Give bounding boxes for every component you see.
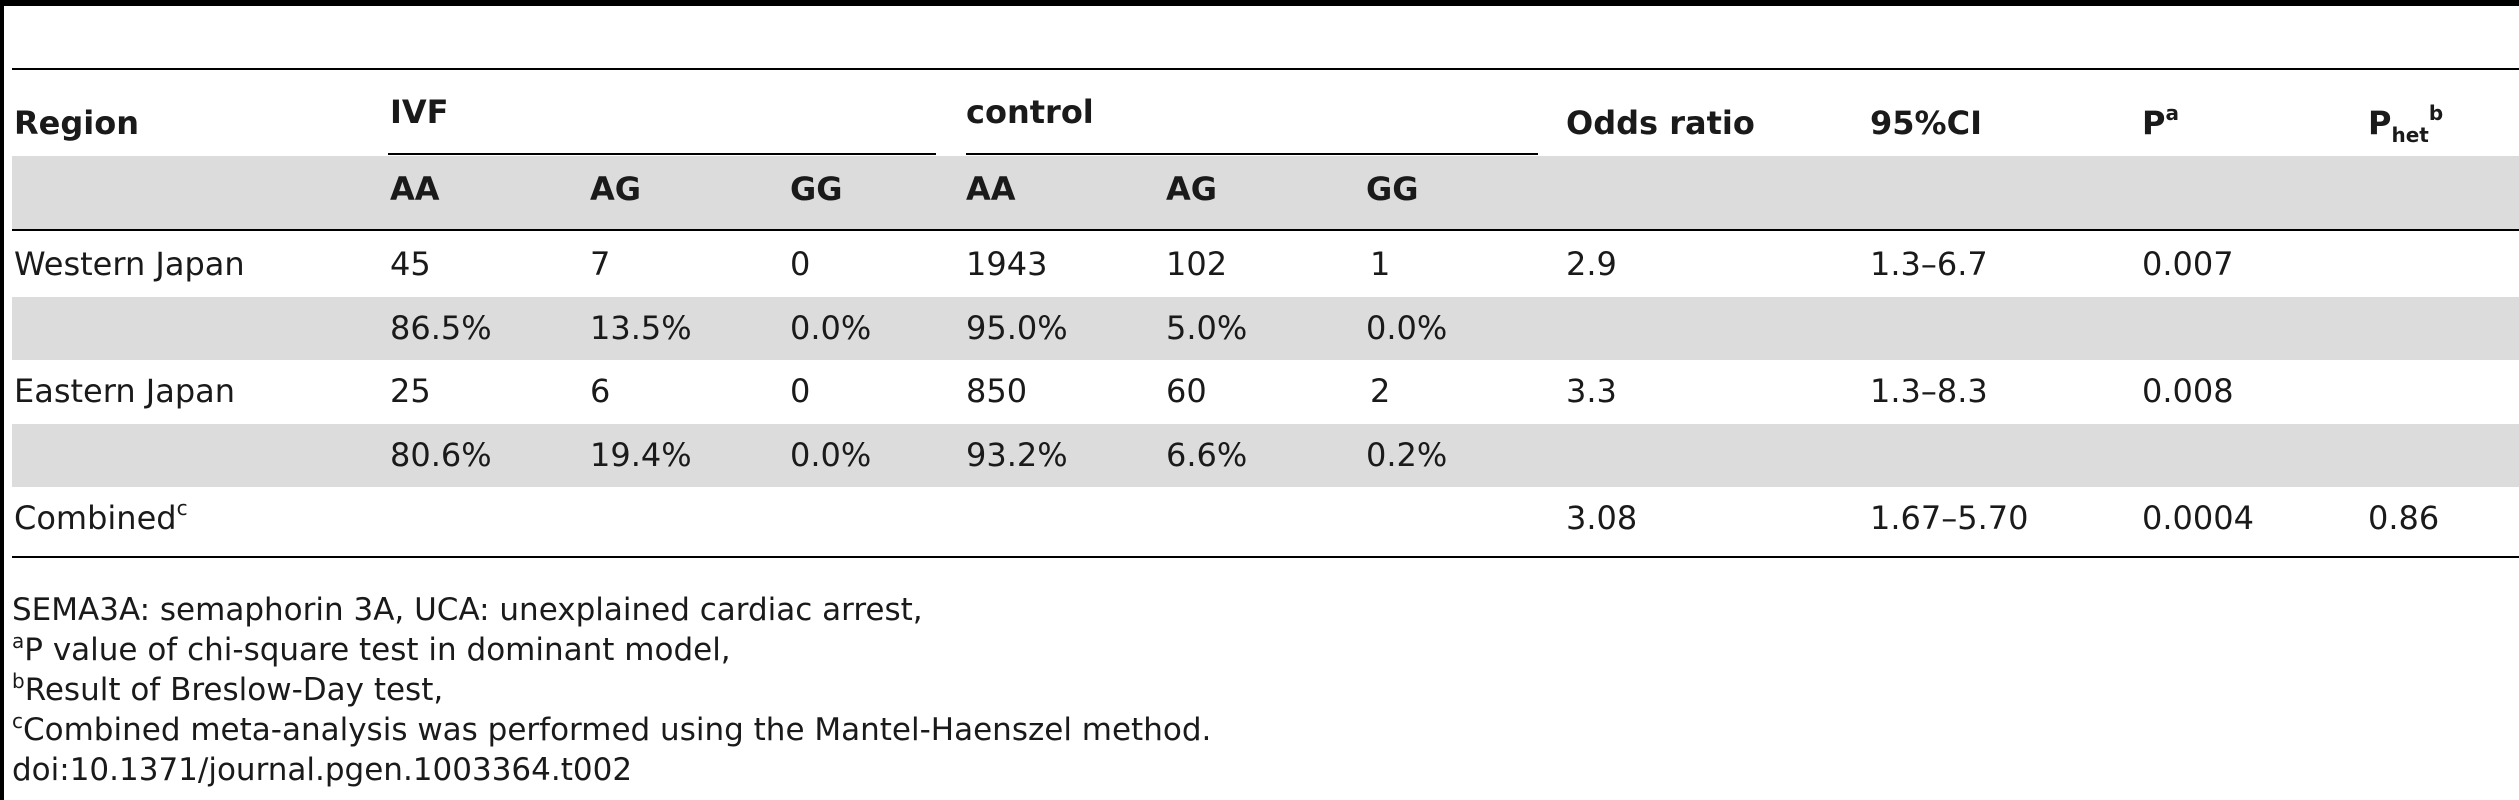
cell-western-ivf-ag-pct: 13.5% [590, 309, 692, 347]
header-control: control [966, 93, 1094, 131]
control-underline [966, 153, 1538, 155]
subheader-band [12, 156, 2519, 229]
cell-eastern-ivf-aa-pct: 80.6% [390, 436, 492, 474]
cell-eastern-ivf-ag-pct: 19.4% [590, 436, 692, 474]
cell-western-control-ag: 102 [1166, 245, 1228, 283]
cell-western-control-ag-pct: 5.0% [1166, 309, 1248, 347]
cell-western-ivf-gg: 0 [790, 245, 811, 283]
header-ivf: IVF [390, 93, 449, 131]
subheader-ivf-ag: AG [590, 170, 642, 208]
cell-combined-phet: 0.86 [2368, 499, 2440, 537]
subheader-ivf-gg: GG [790, 170, 843, 208]
table-bottom-rule [12, 556, 2519, 558]
row-band-western-percent [12, 297, 2519, 360]
cell-eastern-control-aa-pct: 93.2% [966, 436, 1068, 474]
footnote-c: cCombined meta-analysis was performed us… [12, 709, 1212, 748]
doi-link[interactable]: doi:10.1371/journal.pgen.1003364.t002 [12, 752, 633, 788]
cell-western-ivf-aa: 45 [390, 245, 431, 283]
cell-western-ivf-ag: 7 [590, 245, 611, 283]
cell-western-control-gg-pct: 0.0% [1366, 309, 1448, 347]
subheader-ivf-aa: AA [390, 170, 440, 208]
cell-western-ivf-aa-pct: 86.5% [390, 309, 492, 347]
footnote-a: aP value of chi-square test in dominant … [12, 629, 731, 668]
footnote-b: bResult of Breslow-Day test, [12, 669, 444, 708]
footnote-abbreviations: SEMA3A: semaphorin 3A, UCA: unexplained … [12, 592, 923, 628]
header-95ci: 95%CI [1870, 104, 1982, 142]
subheader-control-aa: AA [966, 170, 1016, 208]
cell-combined-ci: 1.67–5.70 [1870, 499, 2029, 537]
header-odds-ratio: Odds ratio [1566, 104, 1755, 142]
cell-eastern-ivf-gg: 0 [790, 372, 811, 410]
row-western-region: Western Japan [14, 245, 245, 283]
cell-eastern-control-ag: 60 [1166, 372, 1207, 410]
cell-eastern-control-aa: 850 [966, 372, 1028, 410]
table-top-rule [12, 68, 2519, 70]
cell-combined-p: 0.0004 [2142, 499, 2254, 537]
cell-eastern-ivf-ag: 6 [590, 372, 611, 410]
cell-eastern-odds-ratio: 3.3 [1566, 372, 1617, 410]
cell-western-p: 0.007 [2142, 245, 2234, 283]
row-band-eastern-percent [12, 424, 2519, 487]
cell-combined-odds-ratio: 3.08 [1566, 499, 1638, 537]
subheader-control-gg: GG [1366, 170, 1419, 208]
cell-eastern-ci: 1.3–8.3 [1870, 372, 1988, 410]
ivf-underline [388, 153, 936, 155]
cell-western-ci: 1.3–6.7 [1870, 245, 1988, 283]
top-border [0, 0, 2519, 6]
cell-western-control-gg: 1 [1370, 245, 1391, 283]
header-p: Pa [2142, 101, 2179, 142]
header-region: Region [14, 104, 139, 142]
cell-eastern-ivf-gg-pct: 0.0% [790, 436, 872, 474]
cell-western-control-aa: 1943 [966, 245, 1048, 283]
row-eastern-region: Eastern Japan [14, 372, 236, 410]
cell-eastern-ivf-aa: 25 [390, 372, 431, 410]
cell-western-ivf-gg-pct: 0.0% [790, 309, 872, 347]
cell-eastern-control-gg: 2 [1370, 372, 1391, 410]
cell-eastern-p: 0.008 [2142, 372, 2234, 410]
cell-western-control-aa-pct: 95.0% [966, 309, 1068, 347]
header-phet: Phetb [2368, 101, 2444, 147]
subheader-control-ag: AG [1166, 170, 1218, 208]
cell-eastern-control-ag-pct: 6.6% [1166, 436, 1248, 474]
header-bottom-rule [12, 229, 2519, 231]
cell-eastern-control-gg-pct: 0.2% [1366, 436, 1448, 474]
left-border [0, 0, 4, 800]
cell-western-odds-ratio: 2.9 [1566, 245, 1617, 283]
row-combined-region: Combinedc [14, 496, 188, 537]
